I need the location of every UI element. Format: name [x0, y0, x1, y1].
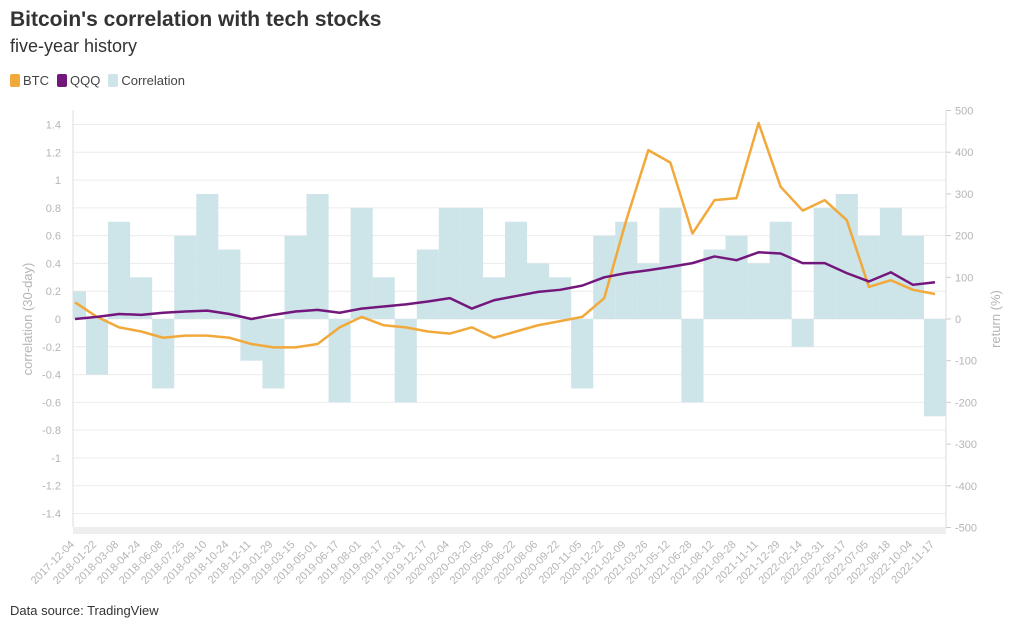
correlation-bar — [350, 207, 373, 319]
y-tick-left: 0.4 — [46, 258, 61, 270]
correlation-bar — [505, 221, 528, 319]
y-tick-left: 0.2 — [46, 286, 61, 298]
y-tick-right: 500 — [955, 106, 973, 118]
correlation-bar — [901, 235, 924, 319]
y-tick-right: 300 — [955, 189, 973, 201]
correlation-bar — [747, 263, 770, 319]
correlation-bar — [460, 207, 483, 319]
y-tick-left: 0.8 — [46, 203, 61, 215]
data-source: Data source: TradingView — [10, 603, 159, 618]
y-axis-label-left: correlation (30-day) — [20, 263, 35, 376]
correlation-bar — [86, 319, 109, 375]
y-tick-right: 0 — [955, 314, 961, 326]
correlation-bar — [857, 235, 880, 319]
correlation-bar — [923, 319, 946, 417]
correlation-bar — [218, 249, 241, 319]
y-tick-left: -1 — [51, 453, 61, 465]
correlation-bar — [835, 193, 858, 319]
y-tick-left: 0.6 — [46, 231, 61, 243]
correlation-bar — [152, 319, 175, 389]
correlation-bar — [174, 235, 197, 319]
legend-item-correlation[interactable]: Correlation — [108, 73, 185, 88]
correlation-bar — [328, 319, 351, 403]
y-tick-left: 0 — [55, 314, 61, 326]
qqq-line — [74, 251, 936, 321]
y-tick-left: 1.2 — [46, 147, 61, 159]
legend-item-qqq[interactable]: QQQ — [57, 73, 100, 88]
correlation-bar — [725, 235, 748, 319]
correlation-bar — [482, 277, 505, 319]
legend-swatch — [10, 74, 20, 87]
correlation-bar — [372, 277, 395, 319]
legend-label: QQQ — [70, 73, 101, 88]
y-tick-left: -0.8 — [42, 425, 61, 437]
correlation-bar — [262, 319, 285, 389]
correlation-bar — [416, 249, 439, 319]
legend-item-btc[interactable]: BTC — [10, 73, 49, 88]
correlation-bar — [571, 319, 594, 389]
y-tick-right: 200 — [955, 231, 973, 243]
y-tick-left: 1.4 — [46, 120, 61, 132]
correlation-bar — [879, 207, 902, 319]
chart-title: Bitcoin's correlation with tech stocks — [10, 8, 382, 31]
y-tick-right: -300 — [955, 439, 977, 451]
legend-label: BTC — [23, 73, 49, 88]
correlation-bar — [108, 221, 131, 319]
correlation-bar — [659, 207, 682, 319]
correlation-bar — [549, 277, 572, 319]
correlation-bar — [681, 319, 704, 403]
y-tick-left: -1.2 — [42, 481, 61, 493]
y-tick-right: 100 — [955, 272, 973, 284]
correlation-bar — [196, 193, 219, 319]
y-tick-right: 400 — [955, 147, 973, 159]
correlation-bar — [240, 319, 263, 361]
correlation-bar — [394, 319, 417, 403]
correlation-bar — [306, 193, 329, 319]
y-tick-left: -0.4 — [42, 370, 61, 382]
legend-swatch — [57, 74, 67, 87]
legend-label: Correlation — [121, 73, 185, 88]
y-axis-label-right: return (%) — [988, 290, 1003, 348]
correlation-bar — [130, 277, 153, 319]
correlation-bar — [615, 221, 638, 319]
correlation-bar — [637, 263, 660, 319]
btc-line — [74, 121, 936, 349]
correlation-bar — [284, 235, 307, 319]
x-axis-band — [73, 527, 946, 534]
correlation-bar — [703, 249, 726, 319]
correlation-bar — [769, 221, 792, 319]
y-tick-right: -500 — [955, 523, 977, 535]
y-tick-right: -400 — [955, 481, 977, 493]
y-tick-left: -1.4 — [42, 509, 61, 521]
correlation-bar — [791, 319, 814, 347]
y-tick-left: -0.2 — [42, 342, 61, 354]
y-tick-left: -0.6 — [42, 397, 61, 409]
y-tick-right: -200 — [955, 397, 977, 409]
legend-swatch — [108, 74, 119, 87]
legend: BTC QQQ Correlation — [10, 73, 185, 88]
y-tick-right: -100 — [955, 356, 977, 368]
correlation-bar — [438, 207, 461, 319]
chart-subtitle: five-year history — [10, 36, 138, 56]
y-tick-left: 1 — [55, 175, 61, 187]
